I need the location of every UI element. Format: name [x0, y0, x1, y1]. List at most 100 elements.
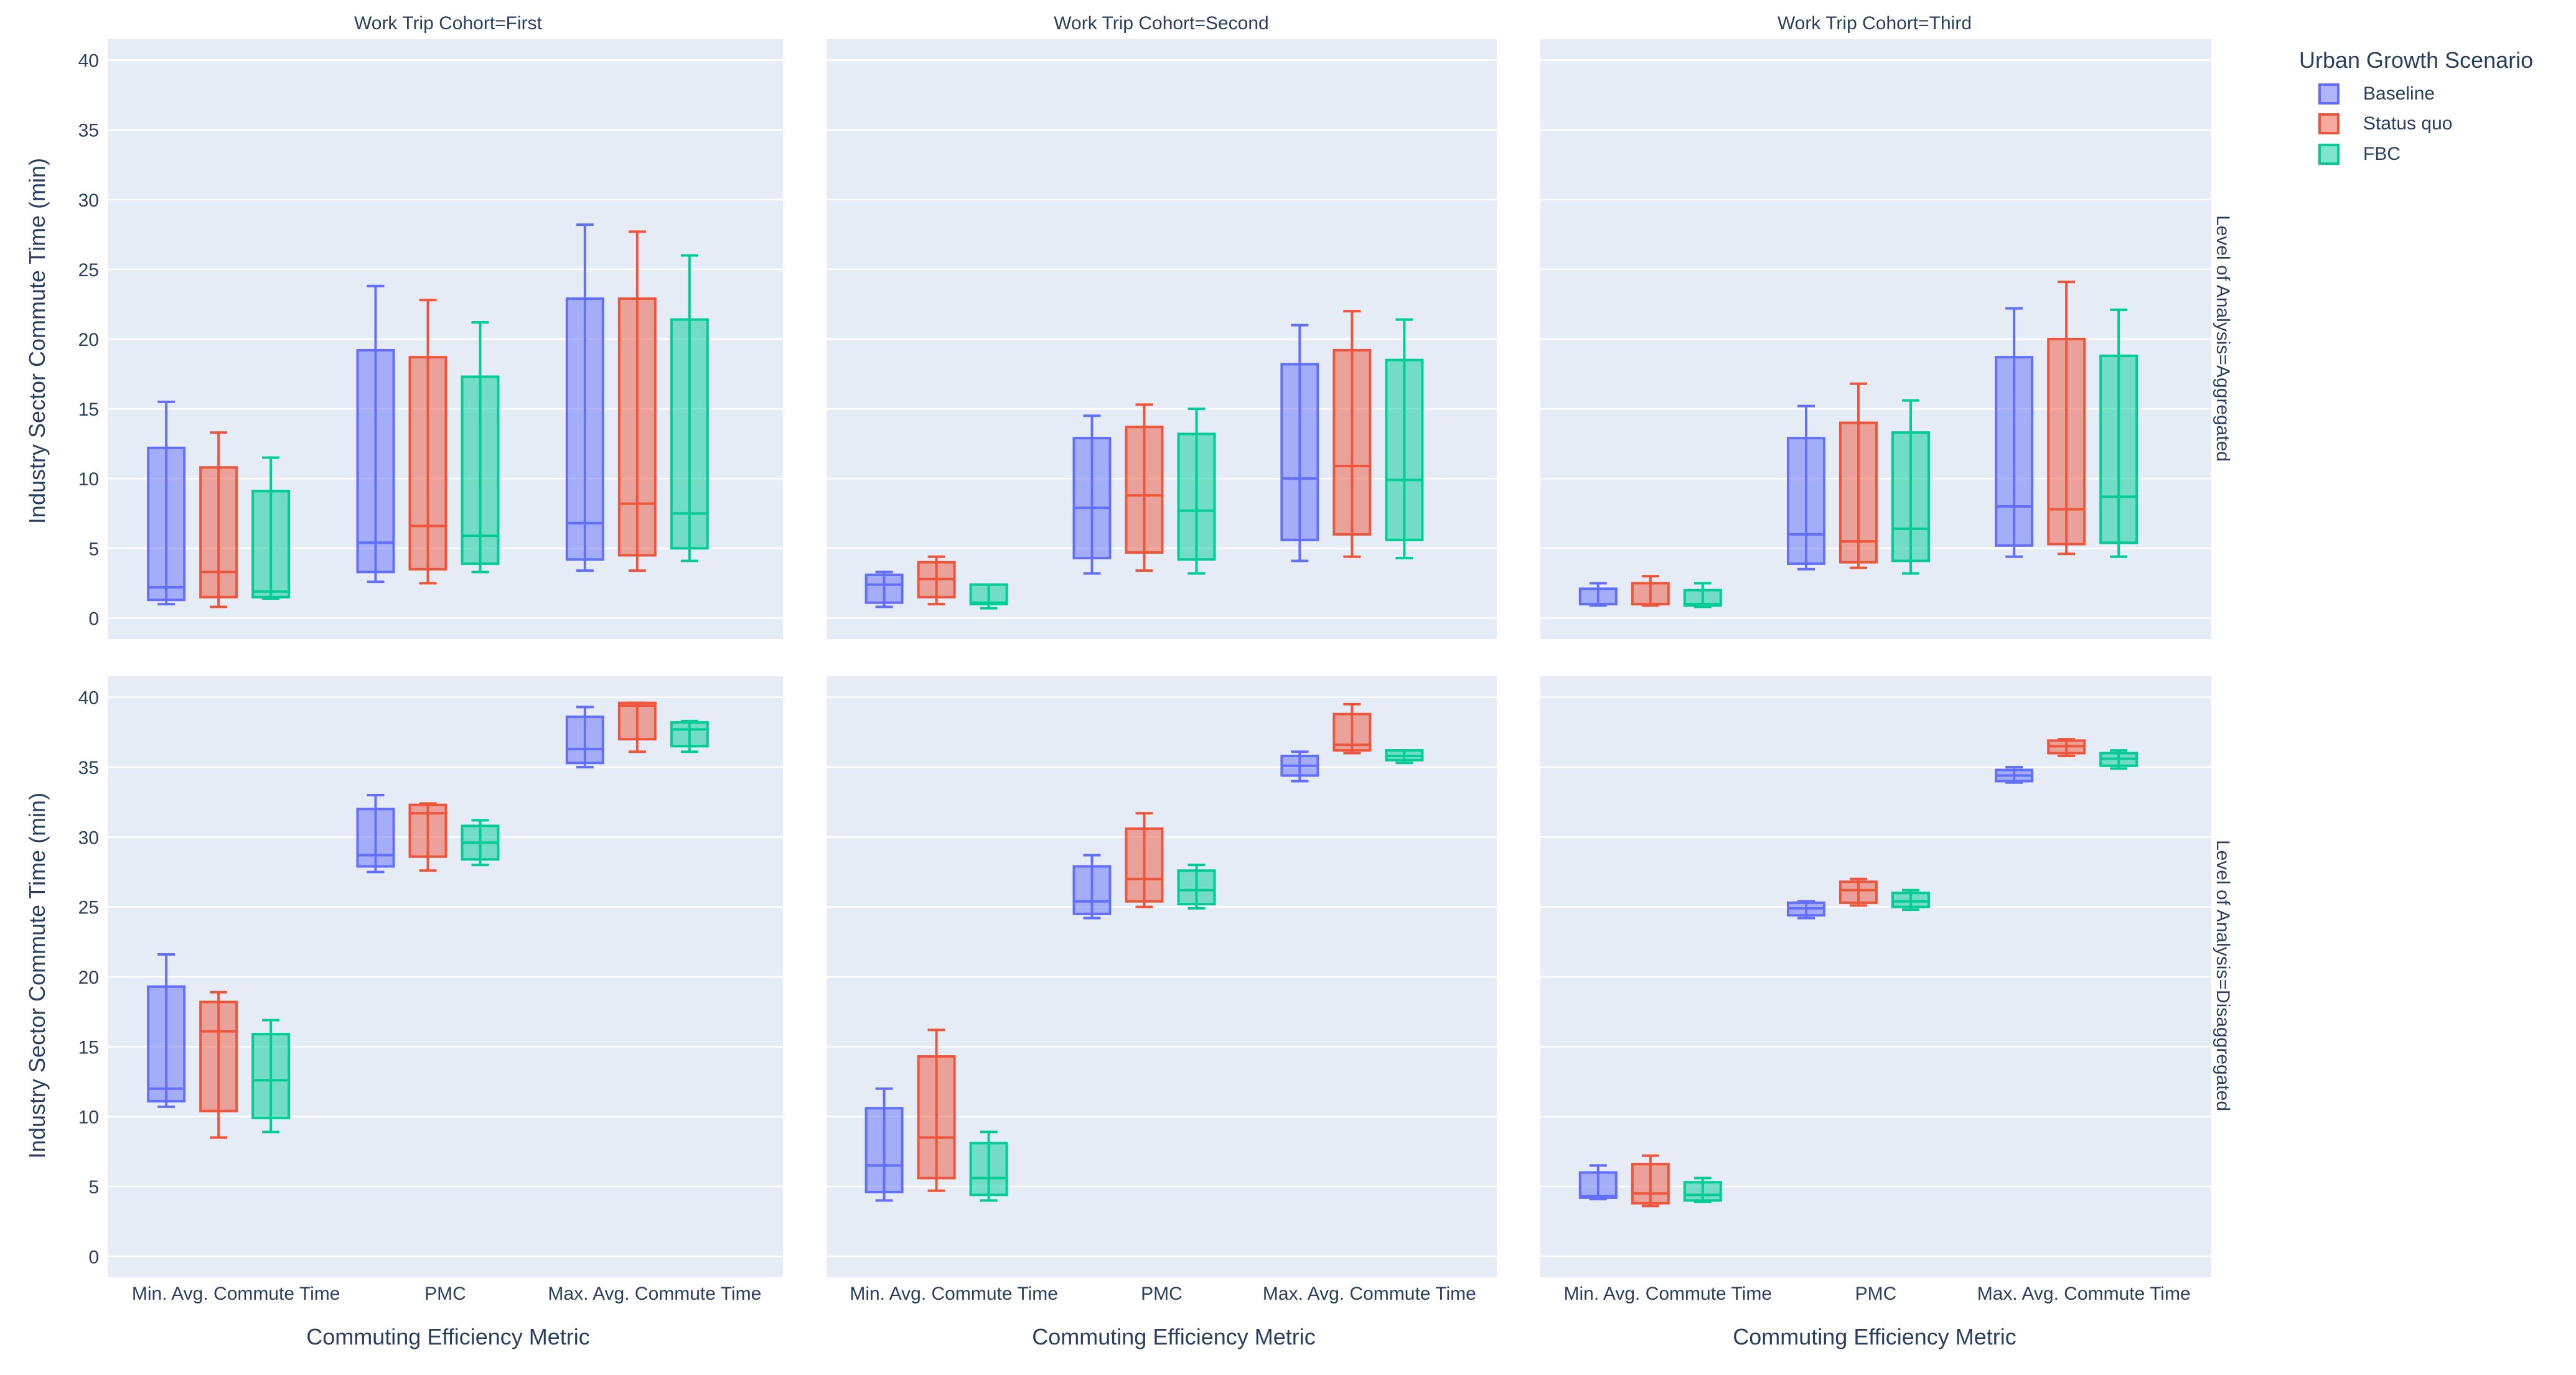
box-status-quo[interactable] [1125, 812, 1164, 908]
box-fbc[interactable] [461, 819, 500, 867]
legend-swatch-baseline [2318, 83, 2339, 105]
box-fbc[interactable] [1177, 864, 1216, 910]
box-body [251, 1033, 291, 1119]
panel-r0-c2 [1540, 39, 2211, 639]
x-tick-label: PMC [1141, 1284, 1183, 1304]
panel-r0-c1 [827, 39, 1497, 639]
box-body [1072, 437, 1112, 559]
box-status-quo[interactable] [1839, 382, 1878, 569]
facet-label-second: Work Trip Cohort=Second [1054, 13, 1268, 34]
box-status-quo[interactable] [917, 555, 956, 605]
box-baseline[interactable] [1280, 324, 1319, 562]
x-tick-label: Max. Avg. Commute Time [1977, 1284, 2191, 1304]
panels-layer: 0 5 10 15 20 25 30 35 40 0 5 10 15 20 25 30 35 40 Min. Avg… [78, 39, 2211, 1304]
box-baseline[interactable] [864, 571, 904, 608]
box-status-quo[interactable] [617, 701, 657, 753]
box-status-quo[interactable] [1631, 575, 1670, 607]
panel-r1-c2: Min. Avg. Commute Time PMC Max. Avg. Commu… [1540, 676, 2211, 1304]
box-baseline[interactable] [356, 793, 395, 874]
box-baseline[interactable] [1578, 582, 1618, 607]
x-tick-label: Max. Avg. Commute Time [1263, 1284, 1476, 1304]
box-body [408, 356, 447, 571]
box-body [356, 348, 395, 574]
y-tick-label: 25 [78, 898, 99, 918]
x-axis-title-second: Commuting Efficiency Metric [1032, 1324, 1315, 1349]
legend-swatch-status-quo [2318, 113, 2339, 134]
box-baseline[interactable] [565, 223, 604, 572]
box-status-quo[interactable] [1839, 877, 1878, 907]
y-tick-label: 10 [78, 1107, 99, 1128]
legend-label-fbc: FBC [2363, 144, 2400, 164]
box-baseline[interactable] [1787, 404, 1825, 571]
y-tick-label: 35 [78, 758, 99, 778]
box-status-quo[interactable] [408, 802, 447, 872]
box-body [251, 490, 291, 599]
box-status-quo[interactable] [2047, 738, 2086, 758]
box-baseline[interactable] [1578, 1164, 1618, 1201]
box-body [147, 985, 186, 1102]
box-body [1891, 892, 1930, 908]
box-body [1125, 426, 1164, 554]
y-tick-label: 5 [88, 1177, 99, 1198]
box-status-quo[interactable] [917, 1028, 956, 1192]
box-baseline[interactable] [565, 706, 604, 769]
box-fbc[interactable] [969, 583, 1008, 610]
box-body [1280, 363, 1319, 541]
box-status-quo[interactable] [408, 299, 447, 585]
legend-swatch-fbc [2318, 144, 2339, 165]
y-tick-label: 0 [88, 1247, 99, 1267]
box-fbc[interactable] [1891, 888, 1930, 911]
box-status-quo[interactable] [199, 431, 238, 608]
box-body [670, 318, 709, 550]
y-tick-label: 20 [78, 330, 99, 350]
box-baseline[interactable] [147, 953, 186, 1108]
x-tick-label: PMC [1855, 1284, 1897, 1304]
box-fbc[interactable] [1385, 749, 1424, 765]
box-status-quo[interactable] [1631, 1154, 1670, 1208]
box-baseline[interactable] [1787, 900, 1825, 920]
legend-item-status-quo[interactable]: Status quo [2318, 113, 2452, 134]
box-status-quo[interactable] [1332, 702, 1372, 755]
box-fbc[interactable] [1385, 318, 1424, 559]
box-fbc[interactable] [1177, 408, 1216, 575]
box-baseline[interactable] [1072, 854, 1112, 920]
box-baseline[interactable] [1280, 750, 1319, 783]
box-fbc[interactable] [670, 719, 709, 753]
box-fbc[interactable] [1683, 582, 1722, 608]
box-body [565, 297, 604, 561]
box-body [1839, 880, 1878, 904]
box-fbc[interactable] [251, 456, 291, 600]
legend-label-baseline: Baseline [2363, 83, 2435, 104]
box-fbc[interactable] [1891, 399, 1930, 575]
box-baseline[interactable] [356, 284, 395, 584]
box-status-quo[interactable] [617, 230, 657, 572]
box-body [1787, 437, 1825, 565]
box-body [1631, 1163, 1670, 1205]
box-baseline[interactable] [1995, 766, 2034, 784]
box-status-quo[interactable] [1125, 403, 1164, 572]
x-tick-label: Max. Avg. Commute Time [548, 1284, 761, 1304]
y-tick-label: 5 [88, 539, 99, 559]
box-status-quo[interactable] [2047, 281, 2086, 556]
legend-item-fbc[interactable]: FBC [2318, 144, 2400, 165]
box-baseline[interactable] [1072, 414, 1112, 575]
box-fbc[interactable] [251, 1018, 291, 1134]
box-fbc[interactable] [461, 321, 500, 574]
box-baseline[interactable] [147, 400, 186, 605]
box-fbc[interactable] [969, 1130, 1008, 1202]
legend-item-baseline[interactable]: Baseline [2318, 83, 2435, 105]
box-fbc[interactable] [670, 254, 709, 562]
box-status-quo[interactable] [1332, 310, 1372, 558]
box-baseline[interactable] [1995, 307, 2034, 558]
box-body [917, 1055, 956, 1180]
box-body [670, 721, 709, 748]
box-fbc[interactable] [2099, 749, 2138, 770]
y-axis-title-top: Industry Sector Commute Time (min) [24, 158, 50, 524]
box-body [617, 701, 657, 741]
box-body [1995, 356, 2034, 547]
box-status-quo[interactable] [199, 990, 238, 1139]
box-baseline[interactable] [864, 1087, 904, 1202]
box-fbc[interactable] [1683, 1177, 1722, 1203]
y-tick-label: 40 [78, 51, 99, 72]
box-fbc[interactable] [2099, 308, 2138, 558]
